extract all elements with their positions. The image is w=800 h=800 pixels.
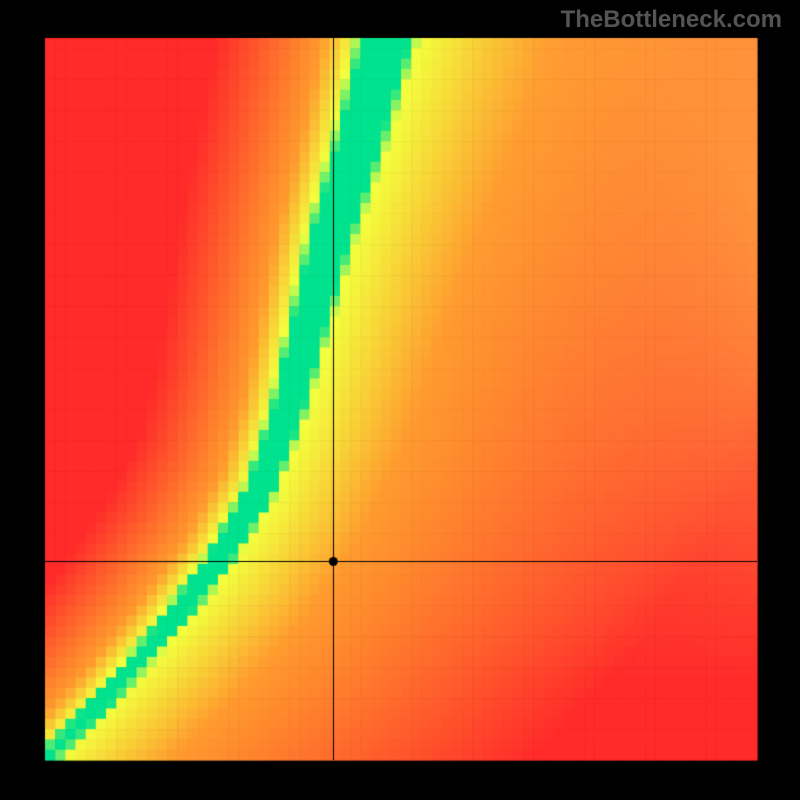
watermark-text: TheBottleneck.com bbox=[561, 6, 782, 34]
bottleneck-heatmap bbox=[0, 0, 800, 800]
chart-container: { "watermark": { "text": "TheBottleneck.… bbox=[0, 0, 800, 800]
